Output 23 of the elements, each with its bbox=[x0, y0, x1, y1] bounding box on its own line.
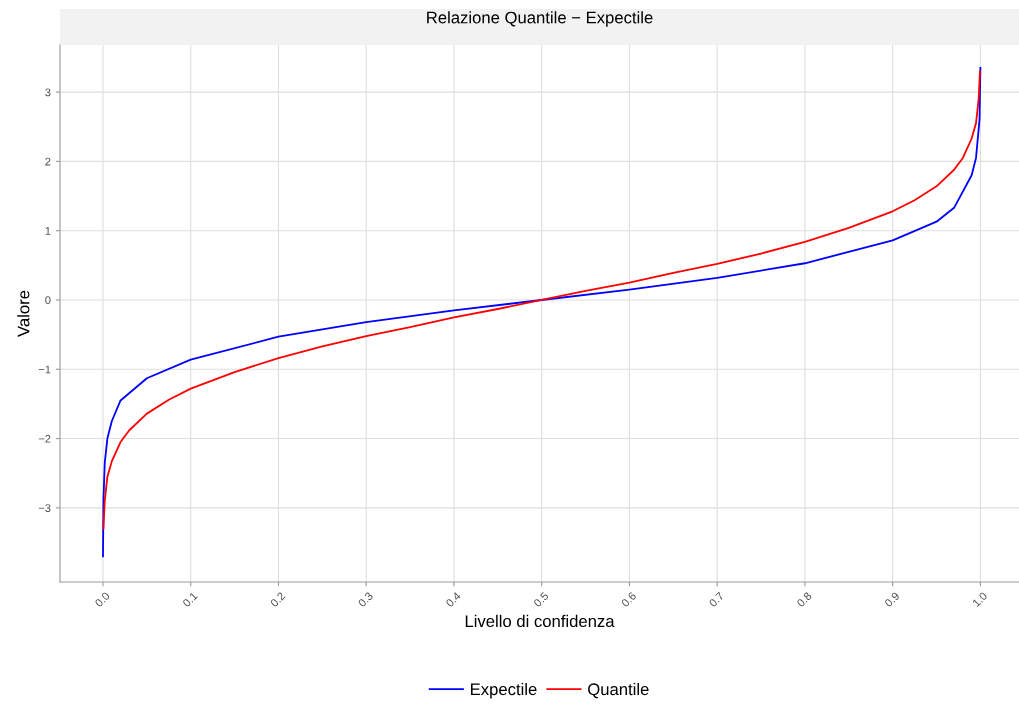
y-tick-label: 1 bbox=[45, 227, 51, 235]
legend-label: Expectile bbox=[471, 682, 537, 699]
y-tick-label: 0 bbox=[45, 296, 51, 305]
x-tick-label: 0.9 bbox=[884, 591, 900, 608]
y-tick-label: −1 bbox=[38, 365, 51, 374]
y-axis-title: Valore bbox=[17, 290, 30, 337]
x-tick-label: 0.6 bbox=[620, 591, 637, 608]
x-tick-label: 0.2 bbox=[269, 591, 286, 608]
x-tick-label: 0.3 bbox=[357, 591, 374, 608]
y-tick-label: 2 bbox=[45, 157, 51, 166]
x-tick-label: 0.7 bbox=[708, 591, 725, 608]
x-tick-label: 0.0 bbox=[94, 591, 111, 608]
y-tick-label: −2 bbox=[38, 434, 51, 443]
x-tick-label: 0.1 bbox=[182, 591, 198, 608]
y-tick-label: 3 bbox=[45, 88, 51, 97]
x-tick-label: 0.5 bbox=[533, 591, 549, 608]
chart-title: Relazione Quantile − Expectile bbox=[427, 11, 653, 27]
y-tick-label: −3 bbox=[38, 504, 51, 512]
x-tick-label: 0.4 bbox=[445, 591, 462, 608]
x-tick-label: 0.8 bbox=[796, 591, 813, 608]
x-axis-title: Livello di confidenza bbox=[465, 614, 615, 628]
legend-label: Quantile bbox=[588, 682, 649, 699]
x-tick-label: 1.0 bbox=[972, 591, 988, 608]
